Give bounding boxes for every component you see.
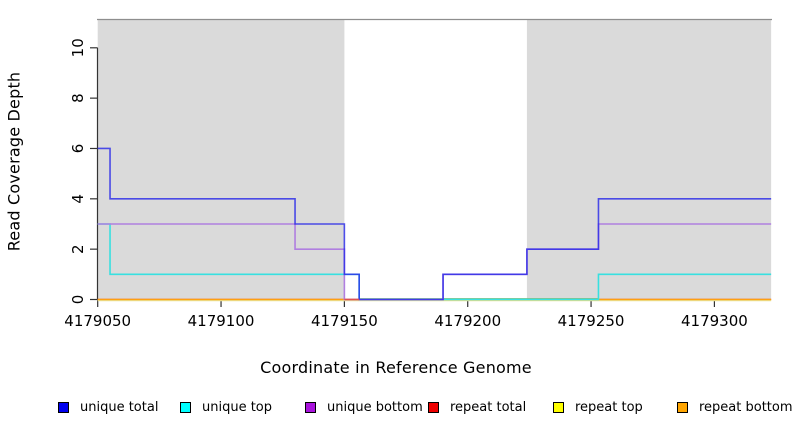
y-tick-label: 4 <box>69 194 87 204</box>
x-tick-label: 4179100 <box>188 312 255 330</box>
y-tick-label: 8 <box>69 93 87 103</box>
legend-label: repeat bottom <box>699 399 792 415</box>
x-tick-label: 4179050 <box>64 312 131 330</box>
x-tick-label: 4179250 <box>558 312 625 330</box>
legend: unique total unique top unique bottom repea… <box>0 398 792 422</box>
legend-swatch-icon <box>180 401 191 413</box>
series-line-unique-total <box>97 147 772 301</box>
legend-swatch-icon <box>428 401 439 413</box>
legend-label: unique bottom <box>327 399 423 415</box>
legend-label: repeat top <box>575 399 643 415</box>
y-tick-label: 6 <box>69 144 87 154</box>
legend-label: repeat total <box>450 399 527 415</box>
x-axis-title: Coordinate in Reference Genome <box>260 358 532 377</box>
legend-item-repeat-top: repeat top <box>553 398 643 416</box>
legend-item-unique-total: unique total <box>58 398 158 416</box>
repeat-region-shade-1 <box>526 20 772 300</box>
legend-item-unique-top: unique top <box>180 398 272 416</box>
x-tick-label: 4179200 <box>434 312 501 330</box>
legend-swatch-icon <box>58 401 69 413</box>
legend-swatch-icon <box>677 401 688 413</box>
y-tick-label: 0 <box>69 295 87 305</box>
y-tick-label: 10 <box>69 38 87 57</box>
legend-item-unique-bottom: unique bottom <box>305 398 423 416</box>
repeat-region-shade-0 <box>97 20 345 300</box>
y-axis-title: Read Coverage Depth <box>4 71 24 252</box>
legend-label: unique total <box>80 399 159 415</box>
legend-swatch-icon <box>305 401 316 413</box>
y-tick-label: 2 <box>69 244 87 254</box>
legend-item-repeat-total: repeat total <box>428 398 526 416</box>
legend-swatch-icon <box>553 401 564 413</box>
x-tick-label: 4179300 <box>681 312 748 330</box>
legend-item-repeat-bottom: repeat bottom <box>677 398 792 416</box>
legend-label: unique top <box>202 399 273 415</box>
x-tick-label: 4179150 <box>311 312 378 330</box>
